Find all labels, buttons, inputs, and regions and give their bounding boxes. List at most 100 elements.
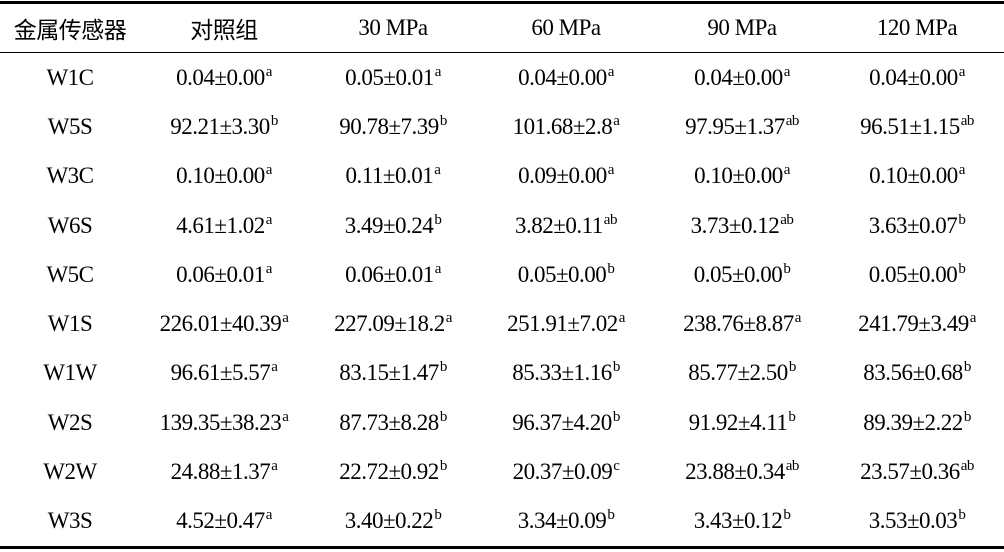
value-cell: 96.61±5.57a (140, 349, 308, 398)
value-cell: 96.51±1.15ab (830, 102, 1004, 151)
value-cell: 20.37±0.09c (478, 447, 654, 496)
value-text: 89.39±2.22 (863, 409, 963, 435)
sensor-cell: W5C (46, 261, 94, 287)
value-cell: 238.76±8.87a (654, 299, 830, 348)
significance-letter: a (783, 162, 791, 179)
value-cell: 92.21±3.30b (140, 102, 308, 151)
significance-letter: a (265, 211, 273, 228)
value-cell: 0.10±0.00a (654, 152, 830, 201)
value-text: 0.10±0.00 (176, 163, 265, 189)
value-text: 226.01±40.39 (159, 311, 282, 337)
value-cell: 23.57±0.36ab (830, 447, 1004, 496)
value-cell: 227.09±18.2a (308, 299, 478, 348)
table-row: W3C 0.10±0.00a 0.11±0.01a 0.09±0.00a 0.10±0.… (0, 152, 1004, 201)
value-text: 241.79±3.49 (858, 311, 969, 337)
significance-letter: b (439, 359, 448, 376)
significance-letter: a (613, 112, 620, 129)
value-cell: 87.73±8.28b (308, 398, 478, 447)
value-cell: 0.05±0.00b (478, 250, 654, 299)
value-cell: 0.04±0.00a (830, 53, 1004, 103)
value-text: 90.78±7.39 (339, 113, 439, 139)
table-row: W5C 0.06±0.01a 0.06±0.01a 0.05±0.00b 0.05±0.… (0, 250, 1004, 299)
value-text: 23.88±0.34 (685, 459, 785, 485)
value-text: 0.11±0.01 (345, 163, 434, 189)
significance-letter: b (612, 408, 621, 425)
sensor-cell: W3S (47, 508, 93, 534)
significance-letter: b (958, 260, 966, 277)
value-cell: 3.63±0.07b (830, 201, 1004, 250)
value-text: 4.61±1.02 (176, 212, 265, 238)
value-text: 85.77±2.50 (688, 360, 788, 386)
value-text: 0.10±0.00 (694, 163, 783, 189)
significance-letter: b (607, 507, 615, 524)
value-text: 251.91±7.02 (507, 311, 618, 337)
significance-letter: a (271, 359, 278, 376)
table-row: W5S 92.21±3.30b 90.78±7.39b 101.68±2.8a 97.9… (0, 102, 1004, 151)
significance-letter: b (434, 211, 442, 228)
value-text: 0.04±0.00 (869, 64, 958, 90)
value-text: 4.52±0.47 (176, 508, 265, 534)
sensor-cell: W1S (47, 311, 93, 337)
value-cell: 22.72±0.92b (308, 447, 478, 496)
value-text: 3.40±0.22 (344, 508, 434, 534)
significance-letter: b (788, 359, 797, 376)
value-cell: 101.68±2.8a (478, 102, 654, 151)
value-text: 227.09±18.2 (334, 311, 445, 337)
value-cell: 89.39±2.22b (830, 398, 1004, 447)
sensor-cell: W6S (47, 212, 93, 238)
value-text: 3.63±0.07 (868, 212, 958, 238)
significance-letter: ab (960, 112, 975, 129)
table-body: W1C 0.04±0.00a 0.05±0.01a 0.04±0.00a 0.04±0.… (0, 53, 1004, 548)
value-text: 101.68±2.8 (512, 113, 613, 139)
significance-letter: ab (780, 211, 794, 228)
value-text: 92.21±3.30 (170, 113, 270, 139)
value-cell: 23.88±0.34ab (654, 447, 830, 496)
significance-letter: a (265, 260, 273, 277)
significance-letter: a (794, 310, 802, 327)
value-text: 0.04±0.00 (694, 64, 783, 90)
significance-letter: b (783, 507, 791, 524)
header-cell: 金属传感器 (0, 2, 140, 53)
sensor-cell: W1C (46, 64, 94, 90)
value-text: 0.10±0.00 (869, 163, 958, 189)
sensor-cell: W5S (47, 113, 93, 139)
significance-letter: a (265, 162, 273, 179)
significance-letter: b (958, 211, 966, 228)
value-cell: 90.78±7.39b (308, 102, 478, 151)
significance-letter: b (783, 260, 791, 277)
value-text: 83.56±0.68 (863, 360, 963, 386)
value-cell: 0.11±0.01a (308, 152, 478, 201)
significance-letter: b (434, 507, 442, 524)
significance-letter: b (270, 112, 279, 129)
significance-letter: a (969, 310, 977, 327)
value-cell: 0.04±0.00a (654, 53, 830, 103)
value-cell: 3.49±0.24b (308, 201, 478, 250)
sensor-cell: W2W (43, 459, 97, 485)
value-cell: 4.61±1.02a (140, 201, 308, 250)
value-cell: 0.04±0.00a (140, 53, 308, 103)
sensor-cell: W1W (43, 360, 97, 386)
significance-letter: b (439, 458, 448, 475)
value-cell: 0.05±0.00b (830, 250, 1004, 299)
significance-letter: b (612, 359, 621, 376)
value-text: 96.37±4.20 (512, 409, 612, 435)
significance-letter: b (439, 408, 448, 425)
significance-letter: b (788, 408, 796, 425)
value-cell: 0.10±0.00a (830, 152, 1004, 201)
value-text: 22.72±0.92 (339, 459, 439, 485)
value-text: 87.73±8.28 (339, 409, 439, 435)
significance-letter: b (963, 359, 972, 376)
value-cell: 3.34±0.09b (478, 497, 654, 548)
value-text: 20.37±0.09 (512, 459, 613, 485)
value-text: 23.57±0.36 (860, 459, 960, 485)
significance-letter: b (607, 260, 615, 277)
significance-letter: a (958, 63, 966, 80)
significance-letter: b (439, 112, 448, 129)
header-cell: 90 MPa (654, 2, 830, 53)
significance-letter: a (282, 310, 289, 327)
header-cell: 对照组 (140, 2, 308, 53)
value-text: 0.04±0.00 (176, 64, 265, 90)
value-cell: 96.37±4.20b (478, 398, 654, 447)
